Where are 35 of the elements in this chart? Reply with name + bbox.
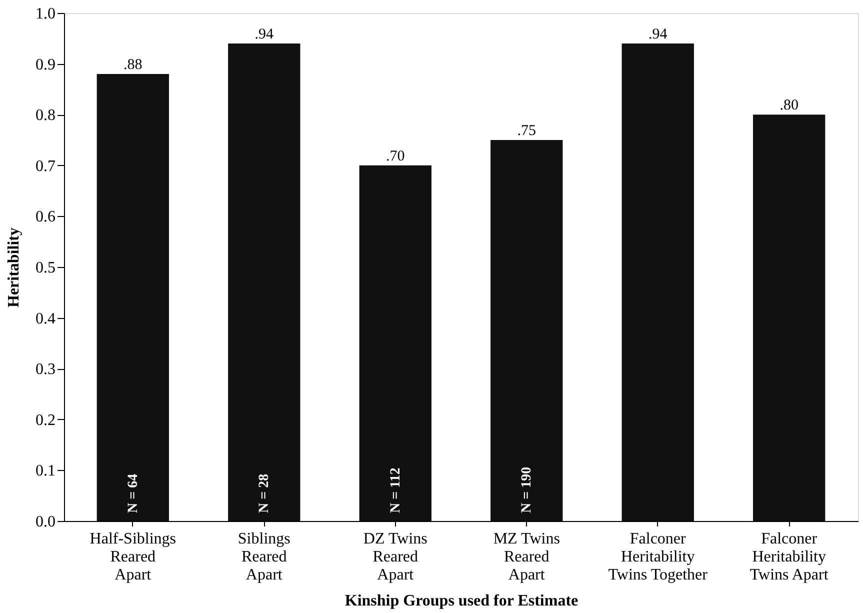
x-tick-label: Falconer Heritability Twins Apart: [750, 530, 829, 584]
data-label: .94: [648, 26, 668, 42]
x-tick-label: MZ Twins Reared Apart: [493, 530, 560, 584]
bar: [96, 74, 169, 521]
x-axis-title: Kinship Groups used for Estimate: [344, 592, 578, 610]
x-tick-label: Siblings Reared Apart: [238, 530, 290, 584]
y-tick-label: 0.0: [36, 514, 56, 530]
y-tick-label: 0.8: [36, 107, 56, 124]
y-tick-label: 0.2: [36, 412, 56, 429]
x-tick-label: Falconer Heritability Twins Together: [608, 530, 708, 584]
bar: [228, 43, 300, 521]
x-tick-label: DZ Twins Reared Apart: [363, 530, 428, 584]
y-tick-label: 1.0: [36, 6, 56, 22]
bar: [359, 165, 432, 521]
y-tick-label: 0.9: [36, 56, 56, 74]
y-tick-label: 0.6: [36, 208, 56, 226]
bar: [753, 114, 826, 521]
data-label: .75: [517, 123, 536, 139]
y-tick-label: 0.3: [36, 361, 56, 378]
annotation: N = 112: [388, 468, 404, 513]
y-tick-label: 0.4: [36, 310, 56, 328]
annotation: N = 190: [520, 466, 535, 513]
bar: [622, 43, 694, 521]
data-label: .70: [386, 148, 405, 164]
y-axis-title: Heritability: [6, 228, 22, 308]
y-tick-label: 0.7: [36, 158, 56, 175]
bar: [490, 140, 563, 521]
data-label: .88: [124, 56, 142, 73]
data-label: .80: [780, 98, 798, 114]
annotation: N = 64: [126, 474, 141, 513]
data-label: .94: [254, 26, 274, 42]
x-tick-label: Half-Siblings Reared Apart: [90, 530, 176, 584]
annotation: N = 28: [257, 474, 272, 513]
y-tick-label: 0.5: [36, 260, 56, 276]
y-tick-label: 0.1: [36, 462, 56, 480]
